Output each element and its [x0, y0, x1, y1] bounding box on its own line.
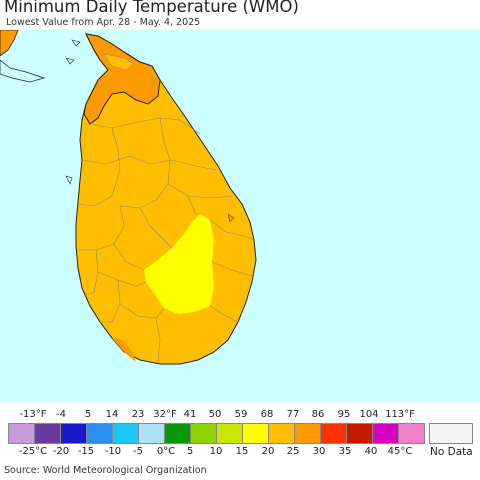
legend-c-tick: -10 [104, 446, 122, 457]
legend-f-tick: 59 [234, 409, 248, 420]
legend-swatch [138, 423, 165, 444]
district-borders [77, 117, 255, 363]
legend-c-tick: 35 [338, 446, 352, 457]
legend-f-tick: 32°F [153, 409, 177, 420]
legend-f-tick: 68 [260, 409, 274, 420]
legend-f-tick: 104 [359, 409, 379, 420]
page-title: Minimum Daily Temperature (WMO) [4, 0, 299, 16]
legend-swatch [268, 423, 295, 444]
legend-no-data-label: No Data [430, 446, 473, 458]
legend-swatch [372, 423, 399, 444]
south-warm-zone [112, 338, 136, 362]
legend-c-tick: 5 [186, 446, 194, 457]
legend-f-tick: -4 [56, 409, 66, 420]
legend-color-bar [8, 423, 425, 444]
india-coast-2 [0, 59, 46, 83]
north-warm-zone [83, 33, 161, 125]
legend-c-tick: 20 [261, 446, 275, 457]
legend-c-tick: 45°C [387, 446, 413, 457]
sri-lanka-map [0, 30, 257, 365]
legend-celsius-ticks: -25°C -20 -15 -10 -5 0°C 5 10 15 20 25 3… [0, 446, 480, 460]
legend-swatch [294, 423, 321, 444]
legend-c-tick: 0°C [156, 446, 176, 457]
legend-swatch [216, 423, 243, 444]
legend-c-tick: -5 [133, 446, 143, 457]
source-credit: Source: World Meteorological Organizatio… [4, 465, 207, 476]
legend-f-tick: 14 [105, 409, 119, 420]
india-coast [0, 30, 19, 57]
highland-cool-zone [144, 214, 214, 314]
legend-c-tick: 30 [312, 446, 326, 457]
legend-fahrenheit-ticks: -13°F -4 5 14 23 32°F 41 50 59 68 77 86 … [0, 409, 480, 423]
legend-f-tick: -13°F [19, 409, 47, 420]
legend-no-data-swatch [429, 423, 473, 444]
legend-c-tick: 40 [364, 446, 378, 457]
legend-f-tick: 50 [208, 409, 222, 420]
legend-f-tick: 23 [131, 409, 145, 420]
page-subtitle: Lowest Value from Apr. 28 - May. 4, 2025 [6, 17, 201, 28]
legend-swatch [398, 423, 425, 444]
legend-swatch [60, 423, 87, 444]
legend-c-tick: -20 [52, 446, 70, 457]
legend-swatch [112, 423, 139, 444]
legend-f-tick: 77 [286, 409, 300, 420]
legend-swatch [346, 423, 373, 444]
legend-f-tick: 95 [337, 409, 351, 420]
legend-swatch [8, 423, 35, 444]
legend-swatch [242, 423, 269, 444]
legend-c-tick: 10 [209, 446, 223, 457]
legend-f-tick: 5 [84, 409, 92, 420]
legend-f-tick: 41 [183, 409, 197, 420]
legend-swatch [190, 423, 217, 444]
legend-f-tick: 113°F [385, 409, 415, 420]
legend-c-tick: -15 [77, 446, 95, 457]
map-area [0, 30, 480, 402]
legend-c-tick: 25 [286, 446, 300, 457]
legend-f-tick: 86 [311, 409, 325, 420]
legend-swatch [86, 423, 113, 444]
legend-c-tick: 15 [235, 446, 249, 457]
legend-c-tick: -25°C [18, 446, 48, 457]
legend-swatch [320, 423, 347, 444]
legend-swatch [34, 423, 61, 444]
legend-swatch [164, 423, 191, 444]
